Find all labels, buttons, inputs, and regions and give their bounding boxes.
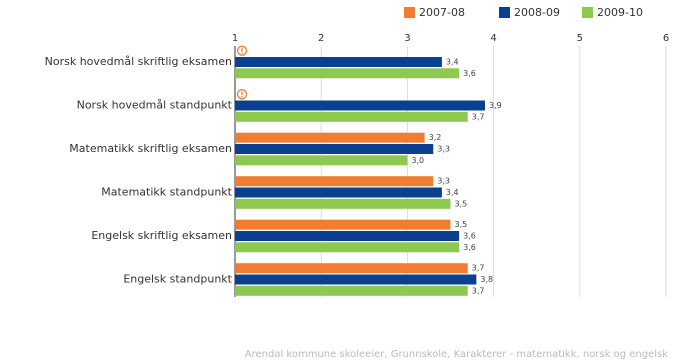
bar <box>235 219 451 230</box>
bar <box>235 242 460 253</box>
bar <box>235 187 442 198</box>
value-label: 3,9 <box>489 101 502 110</box>
value-label: 3,6 <box>463 243 476 252</box>
value-label: 3,7 <box>472 286 485 295</box>
bar <box>235 57 442 67</box>
bar <box>235 198 451 209</box>
value-label: 3,7 <box>472 264 485 273</box>
missing-data-icon <box>236 45 248 56</box>
value-label: 3,4 <box>446 188 459 197</box>
x-tick-label: 6 <box>663 33 669 44</box>
bar <box>235 132 425 143</box>
x-tick-label: 2 <box>318 33 324 44</box>
bar <box>235 144 434 154</box>
legend-label: 2007-08 <box>419 6 465 19</box>
value-label: 3,4 <box>446 58 459 67</box>
value-label: 3,6 <box>463 232 476 241</box>
y-tick-label: Engelsk skriftlig eksamen <box>91 229 232 242</box>
bar <box>235 176 434 187</box>
source-note: Arendal kommune skoleeier, Grunnskole, K… <box>245 349 668 360</box>
legend-label: 2008-09 <box>514 6 560 19</box>
value-label: 3,8 <box>480 275 493 284</box>
value-label: 3,5 <box>455 199 468 208</box>
value-label: 3,0 <box>411 156 424 165</box>
y-tick-label: Norsk hovedmål skriftlig eksamen <box>45 55 232 68</box>
legend-swatch <box>499 7 510 18</box>
value-label: 3,5 <box>455 220 468 229</box>
bar <box>235 68 460 79</box>
bar <box>235 263 468 274</box>
legend-swatch <box>582 7 593 18</box>
bar <box>235 231 460 241</box>
icon-dot <box>241 52 243 54</box>
x-tick-label: 1 <box>232 33 238 44</box>
value-label: 3,7 <box>472 112 485 121</box>
bar <box>235 111 468 122</box>
value-label: 3,6 <box>463 69 476 78</box>
bar <box>235 100 485 111</box>
legend-swatch <box>404 7 415 18</box>
y-tick-label: Norsk hovedmål standpunkt <box>77 99 233 112</box>
value-label: 3,2 <box>429 133 442 142</box>
missing-data-icon <box>236 89 248 100</box>
bar <box>235 155 408 166</box>
bar <box>235 285 468 296</box>
legend-label: 2009-10 <box>597 6 643 19</box>
x-tick-label: 3 <box>404 33 410 44</box>
bar <box>235 274 477 285</box>
icon-dot <box>241 95 243 98</box>
x-tick-label: 4 <box>490 33 496 44</box>
x-tick-label: 5 <box>577 33 583 44</box>
y-tick-label: Matematikk standpunkt <box>101 186 232 199</box>
y-tick-label: Engelsk standpunkt <box>123 273 232 286</box>
value-label: 3,3 <box>437 145 450 154</box>
value-label: 3,3 <box>437 177 450 186</box>
y-tick-label: Matematikk skriftlig eksamen <box>69 142 232 155</box>
